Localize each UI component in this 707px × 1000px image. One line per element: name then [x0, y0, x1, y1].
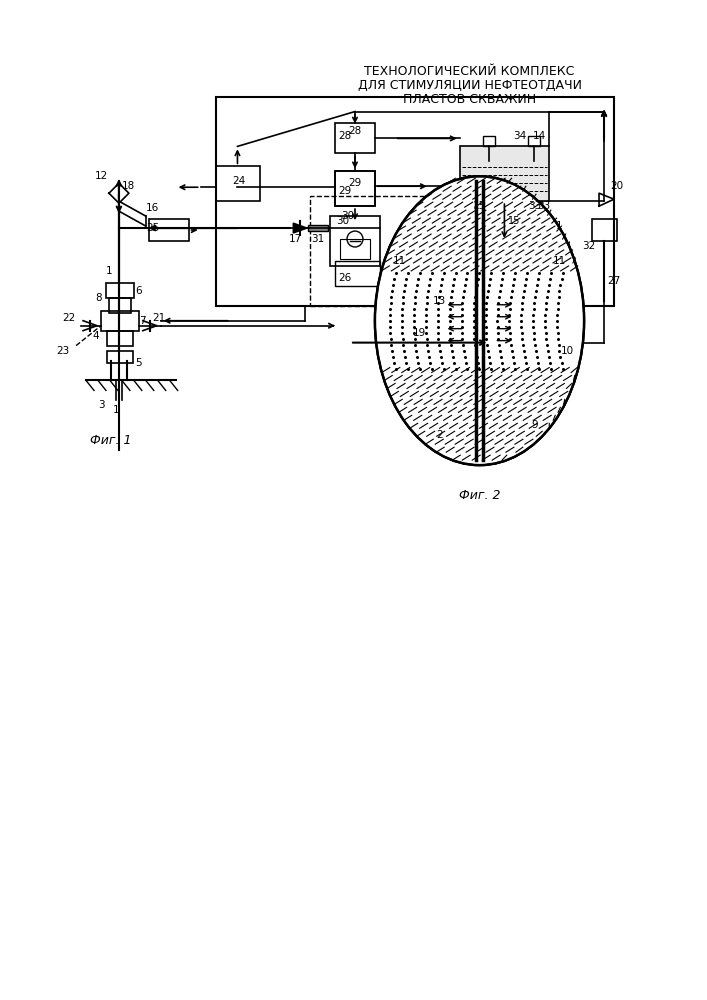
Bar: [335, 171, 375, 206]
Text: 2: 2: [436, 430, 443, 440]
Text: 19: 19: [413, 328, 426, 338]
Bar: [310, 196, 430, 306]
Text: 1: 1: [556, 221, 563, 231]
Text: 32: 32: [583, 241, 596, 251]
Text: 14: 14: [532, 131, 546, 141]
Text: 8: 8: [95, 293, 103, 303]
Bar: [107, 331, 133, 346]
Text: 29: 29: [349, 178, 361, 188]
Text: 3: 3: [98, 400, 105, 410]
Text: 30: 30: [341, 211, 355, 221]
Text: 1: 1: [105, 266, 112, 276]
Text: 6: 6: [136, 286, 142, 296]
Text: 16: 16: [146, 203, 159, 213]
Bar: [484, 136, 496, 146]
Bar: [335, 171, 375, 206]
Text: Фиг. 1: Фиг. 1: [90, 434, 132, 447]
Text: 10: 10: [561, 346, 573, 356]
Text: 33: 33: [527, 201, 541, 211]
Text: Фиг. 2: Фиг. 2: [459, 489, 501, 502]
Text: 4: 4: [93, 331, 99, 341]
Text: ТЕХНОЛОГИЧЕСКИЙ КОМПЛЕКС: ТЕХНОЛОГИЧЕСКИЙ КОМПЛЕКС: [364, 65, 575, 78]
Text: 28: 28: [339, 131, 351, 141]
Text: 31: 31: [312, 234, 325, 244]
Text: 15: 15: [508, 216, 520, 226]
Text: 9: 9: [531, 420, 537, 430]
Bar: [101, 311, 139, 331]
Text: 25: 25: [146, 223, 159, 233]
Text: 30: 30: [337, 216, 349, 226]
Text: 27: 27: [607, 276, 621, 286]
Bar: [330, 216, 380, 266]
Text: 28: 28: [349, 126, 361, 136]
Text: 7: 7: [139, 316, 146, 326]
Bar: [216, 166, 260, 201]
Bar: [148, 219, 189, 241]
Ellipse shape: [375, 176, 584, 465]
Text: 33: 33: [537, 201, 551, 211]
Text: 29: 29: [339, 186, 351, 196]
Text: ДЛЯ СТИМУЛЯЦИИ НЕФТЕОТДАЧИ: ДЛЯ СТИМУЛЯЦИИ НЕФТЕОТДАЧИ: [358, 79, 582, 92]
Text: ПЛАСТОВ СКВАЖИН: ПЛАСТОВ СКВАЖИН: [403, 93, 536, 106]
Polygon shape: [293, 223, 307, 233]
Text: 21: 21: [152, 313, 165, 323]
Text: 12: 12: [94, 171, 107, 181]
Text: 15: 15: [473, 201, 486, 211]
Bar: [106, 283, 134, 298]
Bar: [528, 136, 540, 146]
Bar: [474, 296, 486, 346]
Text: 34: 34: [513, 131, 526, 141]
Text: 22: 22: [62, 313, 76, 323]
Bar: [308, 225, 328, 231]
Text: 23: 23: [57, 346, 70, 356]
Bar: [340, 239, 370, 259]
Text: 5: 5: [136, 358, 142, 368]
Bar: [109, 298, 131, 313]
Text: 11: 11: [393, 256, 407, 266]
Text: 20: 20: [610, 181, 624, 191]
Bar: [460, 146, 549, 201]
Bar: [107, 351, 133, 363]
Text: 17: 17: [288, 234, 302, 244]
Text: 24: 24: [232, 176, 245, 186]
Bar: [335, 261, 380, 286]
Bar: [216, 97, 614, 306]
Bar: [335, 123, 375, 153]
Text: 11: 11: [553, 256, 566, 266]
Text: 1: 1: [112, 405, 119, 415]
Text: 18: 18: [122, 181, 136, 191]
Text: 13: 13: [433, 296, 446, 306]
Text: 26: 26: [339, 273, 351, 283]
Bar: [592, 219, 617, 241]
